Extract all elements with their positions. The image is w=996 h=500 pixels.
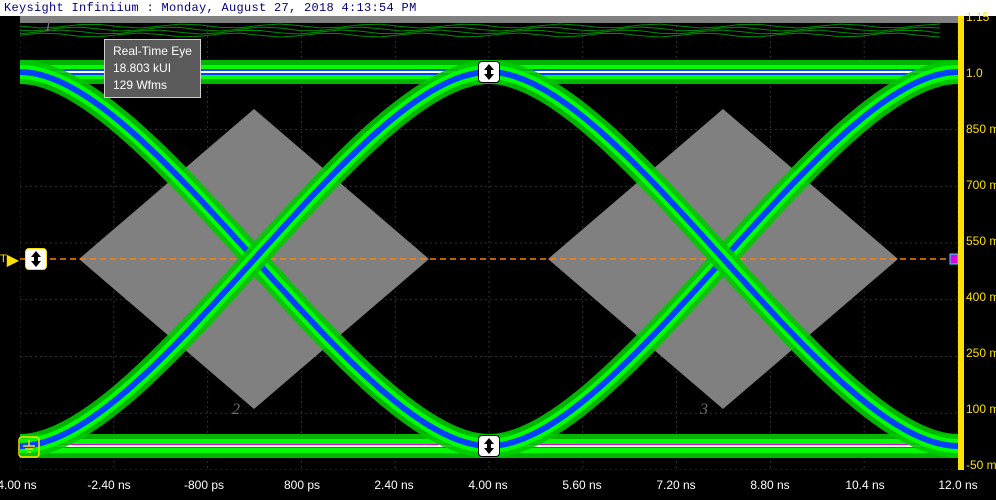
y-tick: 1.0 — [966, 66, 983, 80]
trigger-marker[interactable]: T▶ — [0, 250, 19, 270]
y-tick: -50 m — [966, 458, 996, 472]
waveform-plot[interactable]: Real-Time Eye 18.803 kUI 129 Wfms 1 2 3 — [20, 16, 958, 470]
info-line-3: 129 Wfms — [113, 77, 192, 94]
x-tick: 800 ps — [284, 478, 320, 492]
x-tick: 4.00 ns — [468, 478, 507, 492]
bot-level-handle[interactable] — [478, 435, 500, 457]
x-tick: -2.40 ns — [87, 478, 130, 492]
y-axis: 1.151.0850 m700 m550 m400 m250 m100 m-50… — [958, 16, 996, 470]
x-tick: 10.4 ns — [845, 478, 884, 492]
x-tick: -800 ps — [184, 478, 224, 492]
y-tick: 100 m — [966, 402, 996, 416]
info-line-2: 18.803 kUI — [113, 60, 192, 77]
title-bar: Keysight Infiniium : Monday, August 27, … — [0, 0, 996, 16]
y-tick: 850 m — [966, 122, 996, 136]
x-tick: 12.0 ns — [938, 478, 977, 492]
info-line-1: Real-Time Eye — [113, 43, 192, 60]
x-tick: 5.60 ns — [562, 478, 601, 492]
x-tick: 8.80 ns — [750, 478, 789, 492]
y-axis-color-bar — [958, 16, 964, 470]
channel-1-label: 1 — [44, 18, 52, 36]
y-tick: 1.15 — [966, 10, 989, 24]
x-tick: -4.00 ns — [0, 478, 37, 492]
left-level-handle[interactable] — [25, 248, 47, 270]
x-tick: 7.20 ns — [656, 478, 695, 492]
y-tick: 400 m — [966, 290, 996, 304]
x-tick: 2.40 ns — [374, 478, 413, 492]
ground-marker[interactable] — [18, 436, 40, 463]
channel-2-label: 2 — [232, 401, 240, 419]
x-axis: -4.00 ns-2.40 ns-800 ps800 ps2.40 ns4.00… — [20, 470, 958, 500]
y-tick: 700 m — [966, 178, 996, 192]
y-tick: 250 m — [966, 346, 996, 360]
y-tick: 550 m — [966, 234, 996, 248]
info-box-eye: Real-Time Eye 18.803 kUI 129 Wfms — [104, 39, 201, 98]
top-level-handle[interactable] — [478, 61, 500, 83]
channel-3-label: 3 — [700, 401, 708, 419]
